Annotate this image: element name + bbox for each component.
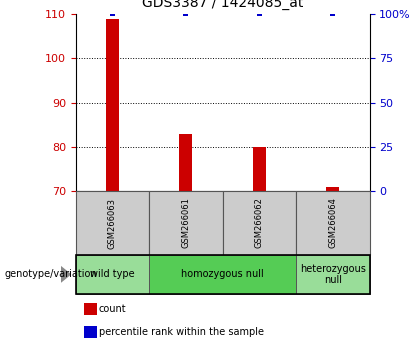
Bar [149, 255, 296, 294]
Text: wild type: wild type [90, 269, 135, 279]
Bar [84, 326, 97, 338]
Text: GSM266062: GSM266062 [255, 198, 264, 249]
Text: count: count [99, 304, 126, 314]
Bar [223, 191, 296, 255]
Text: GSM266061: GSM266061 [181, 198, 190, 249]
Text: genotype/variation: genotype/variation [4, 269, 97, 279]
Bar [183, 12, 189, 16]
Bar [106, 18, 119, 191]
Polygon shape [61, 266, 71, 283]
Bar [84, 303, 97, 315]
Bar [110, 12, 115, 16]
Bar [76, 255, 149, 294]
Bar [76, 191, 149, 255]
Bar [149, 191, 223, 255]
Bar [330, 12, 336, 16]
Text: homozygous null: homozygous null [181, 269, 264, 279]
Bar [296, 255, 370, 294]
Bar [296, 191, 370, 255]
Bar [253, 147, 266, 191]
Title: GDS3387 / 1424085_at: GDS3387 / 1424085_at [142, 0, 303, 10]
Text: GSM266063: GSM266063 [108, 198, 117, 249]
Text: percentile rank within the sample: percentile rank within the sample [99, 327, 264, 337]
Bar [179, 133, 192, 191]
Bar [257, 12, 262, 16]
Text: heterozygous
null: heterozygous null [300, 263, 366, 285]
Text: GSM266064: GSM266064 [328, 198, 337, 249]
Bar [326, 187, 339, 191]
